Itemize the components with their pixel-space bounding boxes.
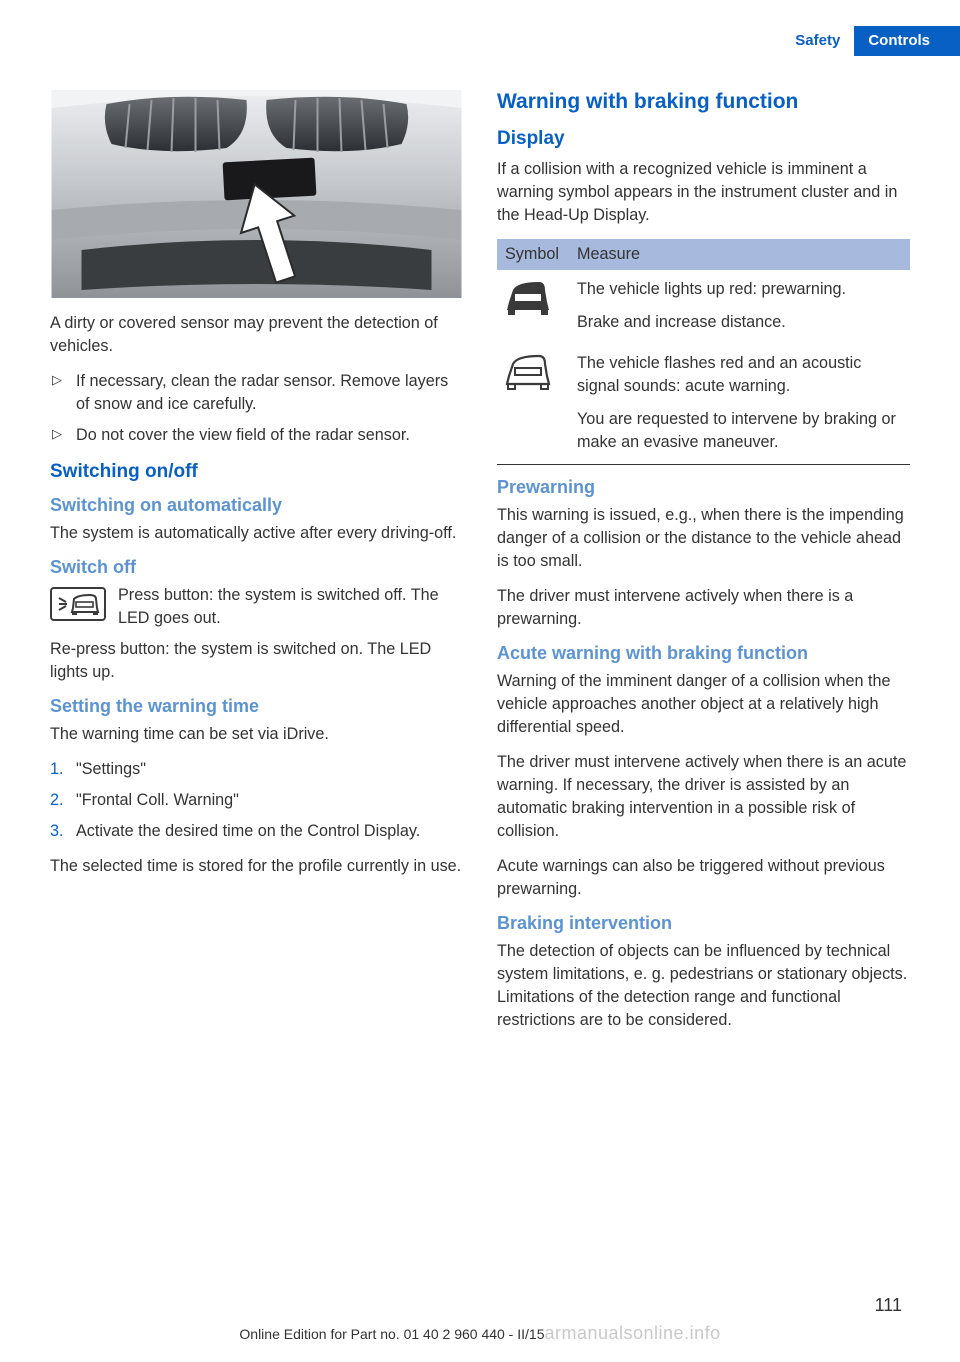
paragraph: Brake and increase distance. [577, 311, 902, 334]
paragraph: Re-press button: the system is switched … [50, 638, 463, 684]
car-warning-outline-icon [505, 378, 551, 396]
heading-acute-warning: Acute warning with braking function [497, 643, 910, 664]
heading-braking-intervention: Braking intervention [497, 913, 910, 934]
table-cell-measure: The vehicle lights up red: prewarn­ing. … [569, 270, 910, 344]
paragraph: This warning is issued, e.g., when there… [497, 504, 910, 573]
bullet-list: If necessary, clean the radar sensor. Re… [50, 370, 463, 447]
heading-prewarning: Prewarning [497, 477, 910, 498]
table-row: The vehicle flashes red and an acoustic … [497, 344, 910, 465]
car-warning-solid-icon [505, 304, 551, 322]
heading-display: Display [497, 128, 910, 150]
footer: Online Edition for Part no. 01 40 2 960 … [0, 1323, 960, 1344]
table-header-measure: Measure [569, 239, 910, 270]
paragraph: The vehicle flashes red and an acoustic … [577, 352, 902, 398]
paragraph: The selected time is stored for the prof… [50, 855, 463, 878]
paragraph: The warning time can be set via iDrive. [50, 723, 463, 746]
footer-watermark: armanualsonline.info [544, 1323, 720, 1343]
paragraph: Press button: the system is switched off… [118, 584, 463, 630]
paragraph: The vehicle lights up red: prewarn­ing. [577, 278, 902, 301]
paragraph: The driver must intervene actively when … [497, 751, 910, 843]
paragraph: The system is automatically active after… [50, 522, 463, 545]
icon-text-row: Press button: the system is switched off… [50, 584, 463, 630]
list-item: Do not cover the view field of the radar… [50, 424, 463, 447]
list-item: 2."Frontal Coll. Warning" [50, 789, 463, 812]
paragraph: You are requested to intervene by brakin… [577, 408, 902, 454]
footer-edition: Online Edition for Part no. 01 40 2 960 … [239, 1326, 544, 1342]
list-item-text: "Settings" [76, 760, 146, 778]
page-number: 111 [875, 1295, 902, 1316]
numbered-list: 1."Settings" 2."Frontal Coll. Warning" 3… [50, 758, 463, 843]
table-cell-symbol [497, 344, 569, 465]
heading-warning-braking: Warning with braking function [497, 90, 910, 114]
heading-switch-auto: Switching on automatically [50, 495, 463, 516]
paragraph: Acute warnings can also be triggered wit… [497, 855, 910, 901]
list-item-text: Activate the desired time on the Control… [76, 822, 420, 840]
paragraph: The detection of objects can be influenc… [497, 940, 910, 1032]
table-header-symbol: Symbol [497, 239, 569, 270]
heading-warning-time: Setting the warning time [50, 696, 463, 717]
right-column: Warning with braking function Display If… [497, 90, 910, 1044]
breadcrumb-chapter: Controls [854, 26, 960, 56]
car-button-icon [50, 587, 106, 626]
table-row: The vehicle lights up red: prewarn­ing. … [497, 270, 910, 344]
sensor-location-figure [50, 90, 463, 298]
table-cell-symbol [497, 270, 569, 344]
symbol-measure-table: Symbol Measure [497, 239, 910, 465]
breadcrumb-section: Safety [781, 26, 854, 56]
list-item: 1."Settings" [50, 758, 463, 781]
paragraph: A dirty or covered sensor may prevent th… [50, 312, 463, 358]
paragraph: Warning of the imminent danger of a coll… [497, 670, 910, 739]
page-header: Safety Controls [781, 26, 960, 56]
list-item: 3.Activate the desired time on the Contr… [50, 820, 463, 843]
paragraph: The driver must intervene actively when … [497, 585, 910, 631]
content-area: A dirty or covered sensor may prevent th… [50, 90, 910, 1044]
table-cell-measure: The vehicle flashes red and an acoustic … [569, 344, 910, 465]
list-item: If necessary, clean the radar sensor. Re… [50, 370, 463, 416]
heading-switch-off: Switch off [50, 557, 463, 578]
heading-switching-onoff: Switching on/off [50, 461, 463, 483]
paragraph: If a collision with a recognized vehicle… [497, 158, 910, 227]
list-item-text: "Frontal Coll. Warning" [76, 791, 239, 809]
left-column: A dirty or covered sensor may prevent th… [50, 90, 463, 1044]
